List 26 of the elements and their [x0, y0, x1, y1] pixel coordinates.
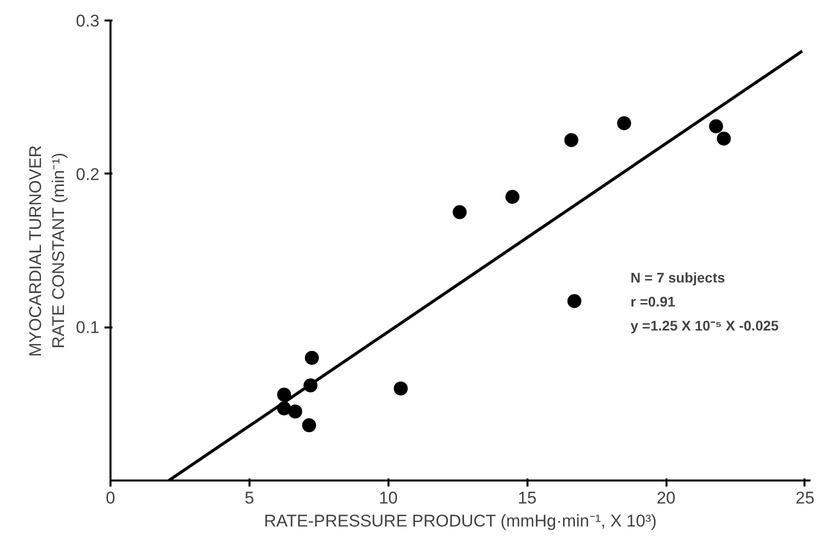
annotation: r =0.91 [630, 294, 676, 310]
point [716, 132, 731, 146]
point [505, 190, 520, 204]
point [304, 350, 319, 365]
y-axis-title: MYOCARDIAL TURNOVER RATE CONSTANT (min⁻¹) [26, 145, 68, 357]
y-tick-label: 0.2 [76, 164, 100, 184]
annotation: y =1.25 X 10⁻⁵ X -0.025 [630, 318, 779, 334]
point [567, 294, 582, 308]
y-tick-label: 0.3 [76, 12, 100, 30]
x-axis-title: RATE-PRESSURE PRODUCT (mmHg·min⁻¹, X 10³) [264, 512, 657, 530]
x-tick-label: 25 [795, 488, 814, 508]
point [709, 119, 724, 134]
y-tick-label: 0.1 [76, 318, 100, 338]
annotation: N = 7 subjects [630, 270, 726, 286]
point [288, 404, 302, 418]
point [452, 205, 467, 220]
point [617, 116, 632, 130]
x-tick-label: 5 [244, 488, 254, 508]
point [394, 382, 408, 396]
point [564, 133, 578, 148]
x-tick-label: 10 [378, 488, 398, 508]
x-tick-label: 20 [656, 488, 676, 508]
x-tick-label: 15 [518, 488, 537, 508]
x-tick-label: 0 [106, 488, 116, 508]
point [277, 388, 292, 402]
point [302, 418, 316, 432]
